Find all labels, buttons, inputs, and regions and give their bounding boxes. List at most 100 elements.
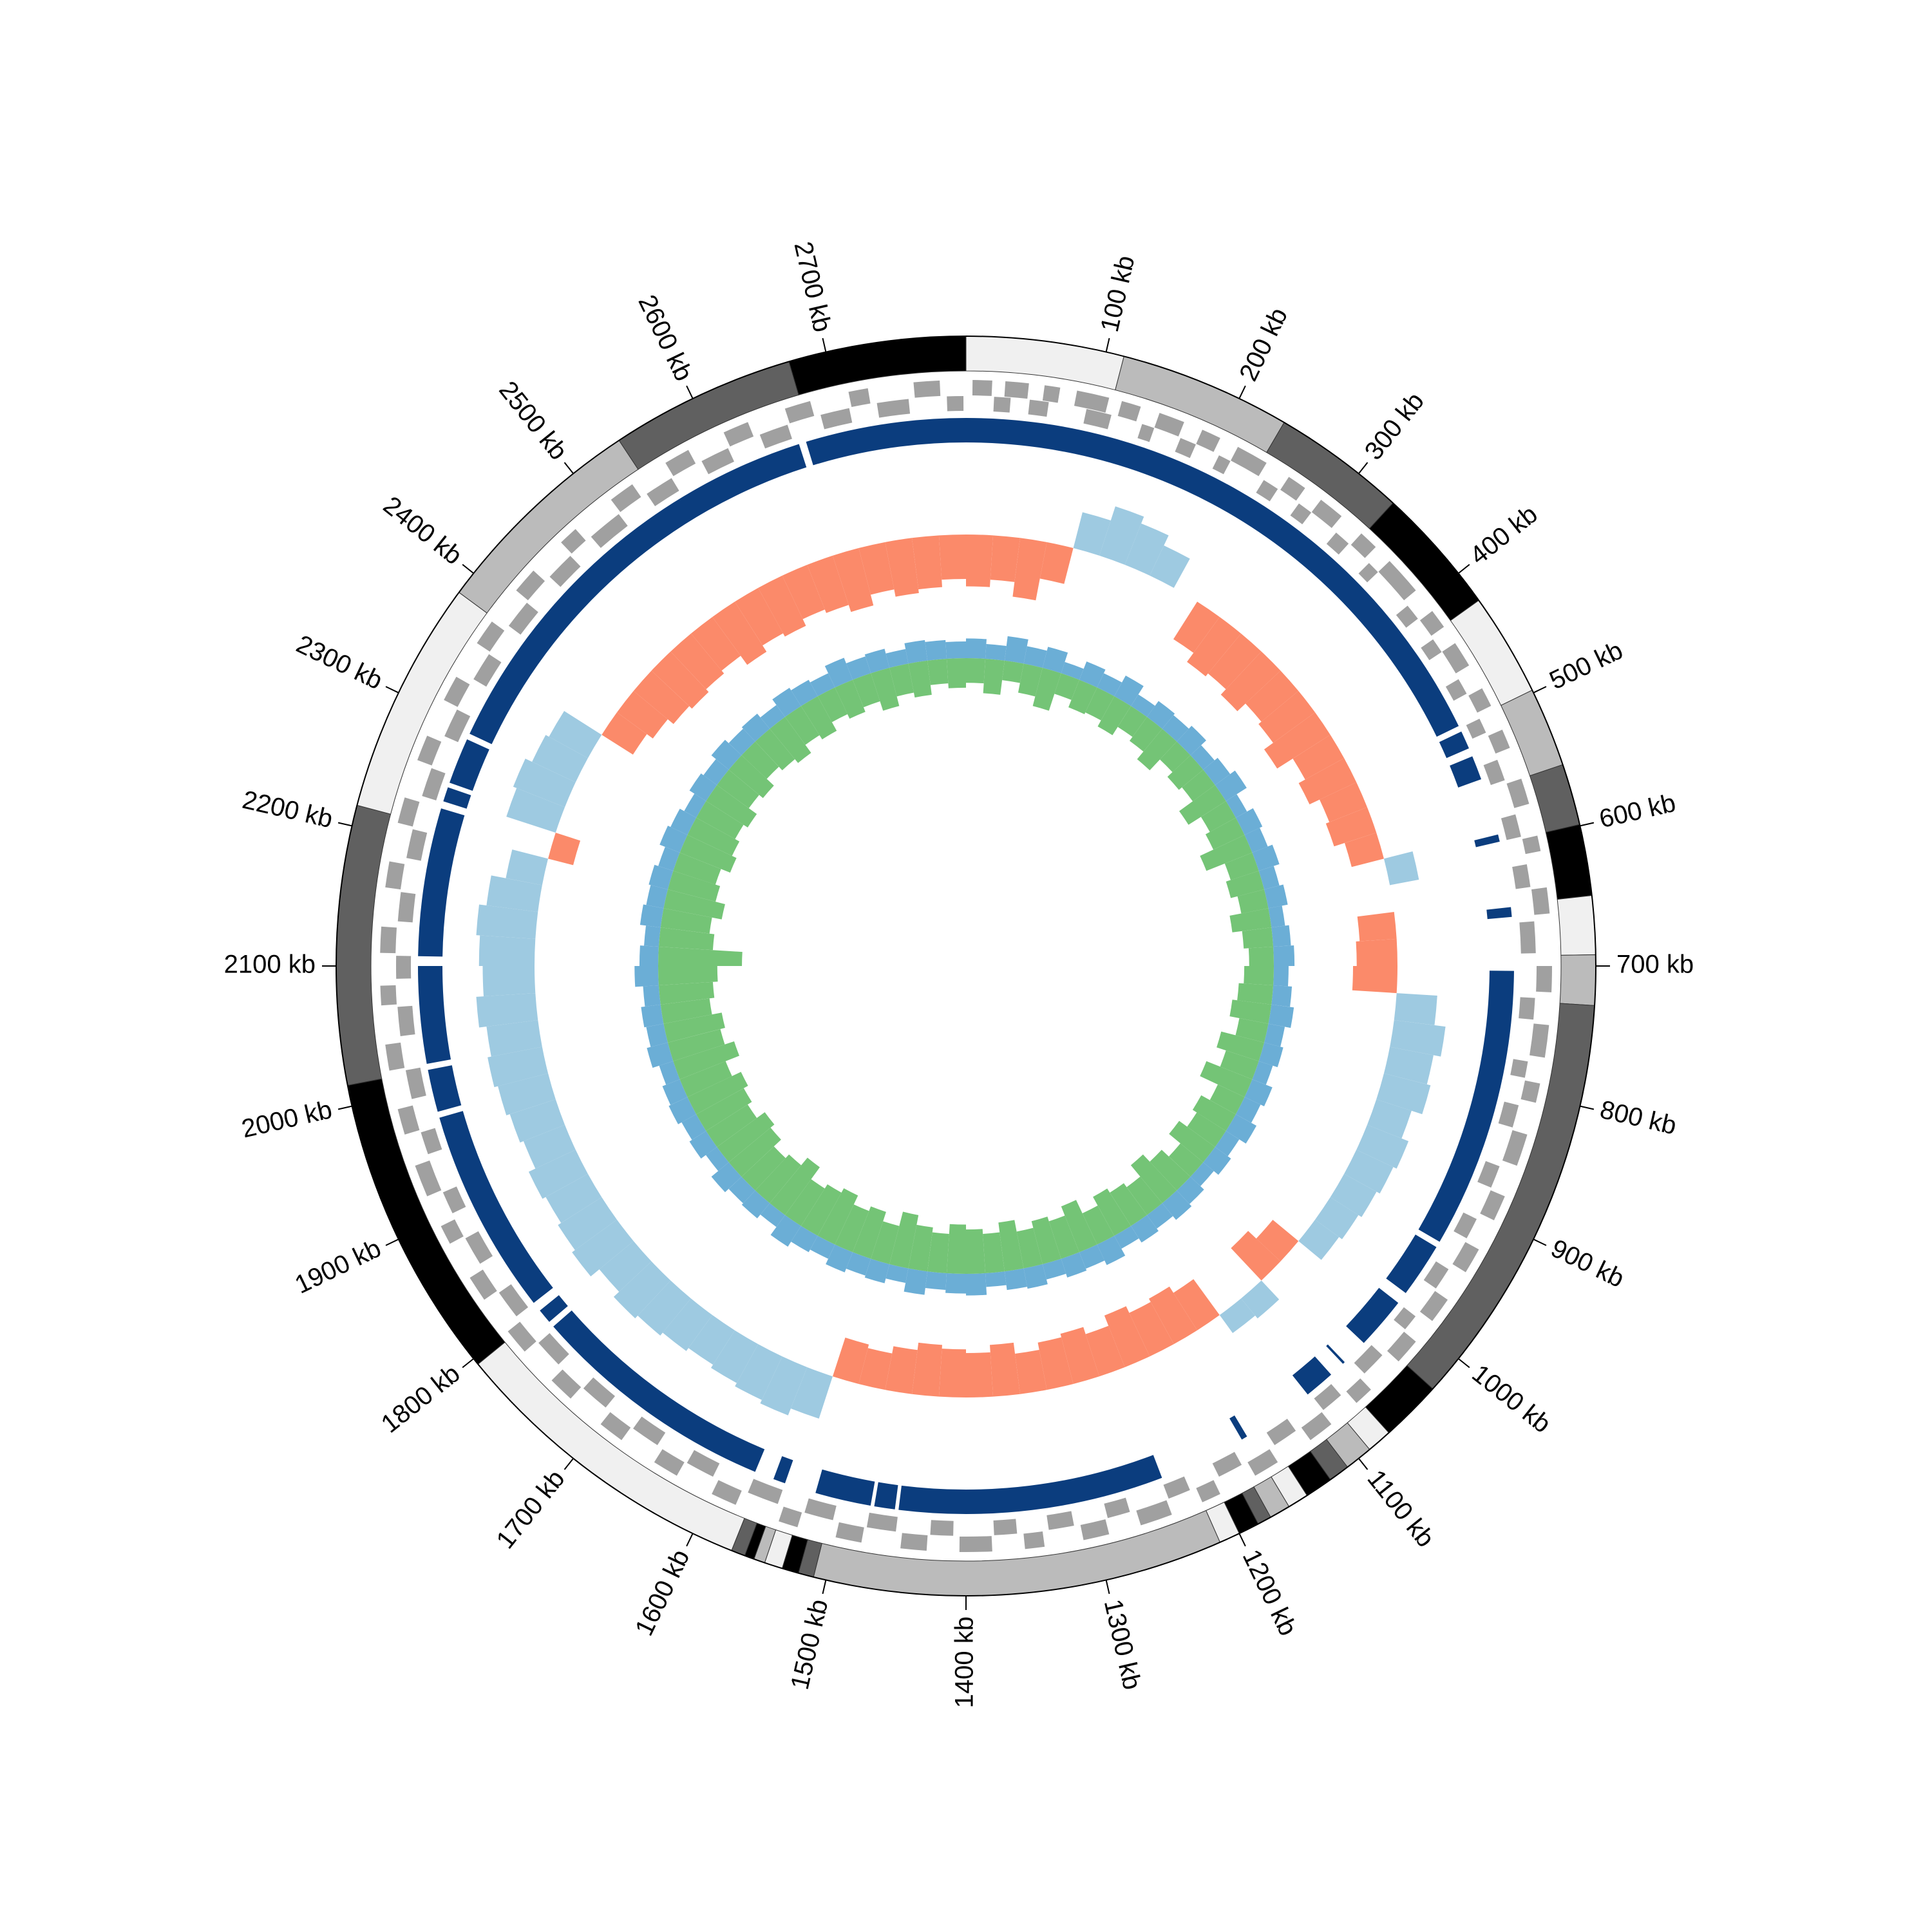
inner-bar [770,1215,801,1247]
inner-bar [1273,966,1289,987]
tick-mark [1105,1580,1110,1595]
gene [1530,1023,1549,1058]
inner-bar [810,673,835,697]
inner-bar [639,945,659,966]
tick-mark [564,1458,574,1470]
inner-bar [1258,1042,1283,1068]
gene [1117,401,1141,422]
skew-bar [712,601,767,665]
inner-bar [1160,741,1191,772]
skew-bar [488,1046,549,1088]
inner-bar [1042,1258,1066,1280]
skew-bar [1037,1337,1074,1390]
tick-mark [1580,822,1595,827]
block [1346,1287,1399,1343]
skew-bar [885,1346,918,1394]
tick-label: 1500 kb [786,1596,834,1692]
inner-bar [800,1184,842,1236]
skew-bar [1220,651,1281,712]
gene [1498,1101,1519,1128]
skew-bar [1241,1280,1280,1319]
inner-bar [1237,889,1269,914]
inner-bar [689,773,717,801]
inner-bar [1004,1268,1028,1291]
gene [406,829,428,861]
contig [1529,764,1580,833]
gene [1083,409,1112,430]
gene [477,621,505,652]
gene [1175,438,1196,459]
tick-label: 2600 kb [632,290,697,385]
gene [1137,424,1155,442]
block [874,1482,898,1510]
gene [397,797,420,827]
skew-bar [532,735,588,782]
inner-bar [1117,706,1147,737]
inner-bar [696,800,744,839]
gene [1531,887,1550,915]
inner-bar [1130,1154,1177,1204]
skew-bar [482,966,536,997]
skew-bar [1173,601,1220,653]
skew-bar [1357,912,1397,942]
gene [1212,1452,1242,1477]
inner-bar [1061,1200,1097,1253]
block [773,1456,793,1484]
gene [1231,446,1267,477]
gene [959,1536,992,1552]
gene [647,478,679,506]
inner-bar [853,673,880,708]
inner-bar [1048,1215,1079,1259]
inner-bar [1131,694,1155,717]
skew-bar [832,1338,869,1384]
gene [930,1520,954,1536]
gene [1512,864,1531,889]
tick-mark [822,1580,827,1595]
gene [1023,1531,1045,1549]
inner-bar [1061,661,1084,680]
inner-bar [1016,1227,1043,1269]
inner-bar [886,1264,909,1283]
tick-mark [686,385,694,399]
inner-bar [889,1211,919,1269]
skew-bar [1344,832,1384,867]
gene [972,380,992,396]
contig [1501,690,1564,777]
gene [473,654,502,687]
gene [1442,643,1470,674]
inner-bar [1209,1084,1245,1115]
skew-bar [1298,1219,1340,1260]
inner-bar [966,638,987,659]
inner-bar [1079,661,1106,688]
gene [993,1519,1018,1535]
tick-mark [1358,1458,1368,1470]
inner-bar [1167,755,1204,790]
inner-bar [670,808,697,835]
inner-bar [639,904,664,928]
inner-bar [966,1273,987,1296]
gene [654,1449,685,1476]
gene [1046,1511,1074,1530]
skew-bar [1073,512,1111,556]
tick-label: 1900 kb [290,1234,385,1299]
inner-bar [1200,835,1253,871]
gene [600,1412,631,1441]
skew-bar [572,1219,634,1277]
inner-bar [985,1271,1007,1287]
skew-bar [832,548,874,612]
inner-bar [1031,1217,1061,1264]
gene [1445,679,1467,701]
inner-bar [983,1232,1005,1274]
gene [1454,1212,1477,1238]
inner-bar [925,1271,947,1291]
inner-bar [1168,1143,1204,1177]
skew-bar [1245,670,1299,722]
skew-bar [633,670,690,724]
gene [591,514,628,548]
inner-bar [1252,1061,1273,1085]
inner-bar [846,1252,871,1276]
inner-bar [741,741,779,779]
inner-bar [1068,679,1097,715]
inner-bar [679,1061,732,1097]
